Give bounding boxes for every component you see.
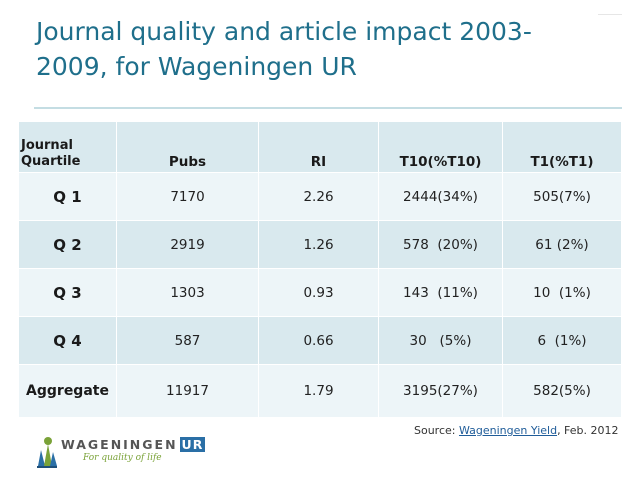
row-quartile: Q 1 <box>18 172 117 221</box>
row-t10: 30 (5%) <box>378 316 503 365</box>
wageningen-logo: WAGENINGEN UR For quality of life <box>35 432 206 474</box>
source-prefix: Source: <box>414 424 459 437</box>
row-t10: 578 (20%) <box>378 220 503 269</box>
source-suffix: , Feb. 2012 <box>557 424 619 437</box>
row-pubs: 11917 <box>116 364 259 418</box>
table-header-row: Journal Quartile Pubs RI T10(%T10) T1(%T… <box>18 121 622 173</box>
row-t1: 61 (2%) <box>502 220 622 269</box>
table-row: Q 1 7170 2.26 2444(34%) 505(7%) <box>18 172 622 221</box>
table-row: Q 4 587 0.66 30 (5%) 6 (1%) <box>18 316 622 365</box>
table-row: Q 2 2919 1.26 578 (20%) 61 (2%) <box>18 220 622 269</box>
row-t1: 582(5%) <box>502 364 622 418</box>
source-link[interactable]: Wageningen Yield <box>458 424 558 437</box>
row-ri: 1.26 <box>258 220 379 269</box>
logo-wordmark: WAGENINGEN UR <box>61 437 206 452</box>
title-divider <box>34 107 622 109</box>
row-t1: 6 (1%) <box>502 316 622 365</box>
slide-title: Journal quality and article impact 2003-… <box>36 17 532 81</box>
row-t1: 505(7%) <box>502 172 622 221</box>
row-ri: 1.79 <box>258 364 379 418</box>
row-quartile: Q 4 <box>18 316 117 365</box>
header-quartile-line2: Quartile <box>21 154 81 169</box>
header-ri: RI <box>258 121 379 173</box>
row-ri: 0.66 <box>258 316 379 365</box>
top-divider <box>598 14 622 15</box>
results-table: Journal Quartile Pubs RI T10(%T10) T1(%T… <box>18 121 622 418</box>
logo-tagline: For quality of life <box>83 453 162 463</box>
row-t10: 143 (11%) <box>378 268 503 317</box>
row-quartile: Aggregate <box>18 364 117 418</box>
table-row-aggregate: Aggregate 11917 1.79 3195(27%) 582(5%) <box>18 364 622 418</box>
row-pubs: 587 <box>116 316 259 365</box>
row-t1: 10 (1%) <box>502 268 622 317</box>
header-journal-quartile: Journal Quartile <box>18 121 117 173</box>
row-pubs: 2919 <box>116 220 259 269</box>
header-quartile-line1: Journal <box>21 138 73 153</box>
logo-wordmark-text: WAGENINGEN <box>61 437 178 452</box>
row-quartile: Q 3 <box>18 268 117 317</box>
row-quartile: Q 2 <box>18 220 117 269</box>
logo-ur-badge: UR <box>179 437 206 452</box>
row-pubs: 7170 <box>116 172 259 221</box>
header-t1: T1(%T1) <box>502 121 622 173</box>
table-row: Q 3 1303 0.93 143 (11%) 10 (1%) <box>18 268 622 317</box>
plant-figure-icon <box>37 437 57 468</box>
row-ri: 2.26 <box>258 172 379 221</box>
row-t10: 2444(34%) <box>378 172 503 221</box>
row-ri: 0.93 <box>258 268 379 317</box>
row-t10: 3195(27%) <box>378 364 503 418</box>
header-pubs: Pubs <box>116 121 259 173</box>
row-pubs: 1303 <box>116 268 259 317</box>
source-note: Source: Wageningen Yield, Feb. 2012 <box>414 424 619 437</box>
header-t10: T10(%T10) <box>378 121 503 173</box>
